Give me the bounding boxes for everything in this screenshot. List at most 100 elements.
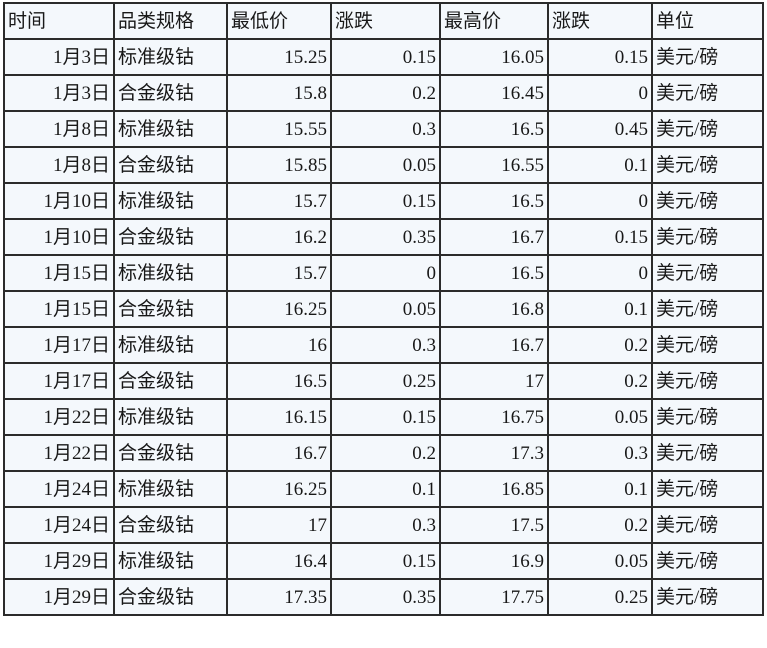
cell-high-price: 17: [439, 362, 549, 400]
cell-high-change: 0.3: [547, 434, 653, 472]
cell-spec: 合金级钴: [113, 362, 228, 400]
cell-time: 1月29日: [3, 578, 115, 616]
cell-high-price: 17.75: [439, 578, 549, 616]
cell-low-change: 0.05: [330, 146, 441, 184]
cell-time: 1月8日: [3, 110, 115, 148]
cell-unit: 美元/磅: [651, 254, 764, 292]
cell-spec: 合金级钴: [113, 146, 228, 184]
table-row: 1月17日 合金级钴 16.5 0.25 17 0.2 美元/磅: [3, 362, 764, 400]
cell-spec: 标准级钴: [113, 398, 228, 436]
cell-high-price: 16.7: [439, 218, 549, 256]
cell-low-price: 15.7: [226, 254, 332, 292]
cell-spec: 标准级钴: [113, 470, 228, 508]
cell-high-price: 16.9: [439, 542, 549, 580]
cell-high-change: 0.1: [547, 146, 653, 184]
cell-high-price: 16.5: [439, 110, 549, 148]
cell-high-change: 0: [547, 182, 653, 220]
price-table-container: 时间 品类规格 最低价 涨跌 最高价 涨跌 单位 1月3日 标准级钴 15.25…: [3, 2, 764, 616]
cell-high-price: 16.7: [439, 326, 549, 364]
cell-high-change: 0.15: [547, 38, 653, 76]
column-header-spec: 品类规格: [113, 2, 228, 40]
cell-time: 1月22日: [3, 434, 115, 472]
cell-high-change: 0.05: [547, 542, 653, 580]
cell-spec: 合金级钴: [113, 434, 228, 472]
cell-low-price: 15.55: [226, 110, 332, 148]
cell-unit: 美元/磅: [651, 326, 764, 364]
cell-time: 1月17日: [3, 362, 115, 400]
cell-unit: 美元/磅: [651, 38, 764, 76]
table-body: 1月3日 标准级钴 15.25 0.15 16.05 0.15 美元/磅 1月3…: [3, 38, 764, 616]
cell-time: 1月3日: [3, 38, 115, 76]
table-row: 1月3日 合金级钴 15.8 0.2 16.45 0 美元/磅: [3, 74, 764, 112]
cell-unit: 美元/磅: [651, 74, 764, 112]
cell-high-change: 0.05: [547, 398, 653, 436]
cell-high-price: 16.05: [439, 38, 549, 76]
cell-low-price: 15.85: [226, 146, 332, 184]
header-row: 时间 品类规格 最低价 涨跌 最高价 涨跌 单位: [3, 2, 764, 40]
table-row: 1月8日 标准级钴 15.55 0.3 16.5 0.45 美元/磅: [3, 110, 764, 148]
cell-unit: 美元/磅: [651, 470, 764, 508]
cell-low-price: 16.4: [226, 542, 332, 580]
cell-high-change: 0.2: [547, 506, 653, 544]
cell-low-price: 15.25: [226, 38, 332, 76]
cell-low-change: 0.2: [330, 74, 441, 112]
cell-time: 1月3日: [3, 74, 115, 112]
cobalt-price-table: 时间 品类规格 最低价 涨跌 最高价 涨跌 单位 1月3日 标准级钴 15.25…: [3, 2, 764, 616]
cell-unit: 美元/磅: [651, 434, 764, 472]
cell-low-price: 16: [226, 326, 332, 364]
column-header-low-price: 最低价: [226, 2, 332, 40]
cell-high-change: 0.1: [547, 290, 653, 328]
cell-low-change: 0.3: [330, 110, 441, 148]
cell-time: 1月15日: [3, 254, 115, 292]
cell-low-price: 16.25: [226, 470, 332, 508]
cell-low-price: 17: [226, 506, 332, 544]
cell-high-price: 17.3: [439, 434, 549, 472]
cell-low-change: 0.3: [330, 506, 441, 544]
table-row: 1月15日 标准级钴 15.7 0 16.5 0 美元/磅: [3, 254, 764, 292]
cell-spec: 标准级钴: [113, 110, 228, 148]
cell-spec: 合金级钴: [113, 74, 228, 112]
cell-unit: 美元/磅: [651, 362, 764, 400]
cell-unit: 美元/磅: [651, 218, 764, 256]
cell-high-price: 16.55: [439, 146, 549, 184]
cell-spec: 标准级钴: [113, 38, 228, 76]
cell-high-price: 17.5: [439, 506, 549, 544]
cell-low-price: 16.15: [226, 398, 332, 436]
cell-spec: 合金级钴: [113, 290, 228, 328]
cell-spec: 合金级钴: [113, 218, 228, 256]
column-header-low-change: 涨跌: [330, 2, 441, 40]
cell-low-price: 16.5: [226, 362, 332, 400]
cell-low-price: 16.2: [226, 218, 332, 256]
cell-unit: 美元/磅: [651, 542, 764, 580]
table-row: 1月17日 标准级钴 16 0.3 16.7 0.2 美元/磅: [3, 326, 764, 364]
cell-high-change: 0: [547, 74, 653, 112]
cell-high-change: 0.45: [547, 110, 653, 148]
column-header-high-change: 涨跌: [547, 2, 653, 40]
cell-spec: 标准级钴: [113, 182, 228, 220]
cell-low-change: 0.1: [330, 470, 441, 508]
cell-high-change: 0.15: [547, 218, 653, 256]
cell-low-price: 16.25: [226, 290, 332, 328]
cell-low-change: 0.25: [330, 362, 441, 400]
cell-high-price: 16.5: [439, 182, 549, 220]
cell-spec: 标准级钴: [113, 326, 228, 364]
cell-time: 1月15日: [3, 290, 115, 328]
cell-time: 1月24日: [3, 506, 115, 544]
column-header-high-price: 最高价: [439, 2, 549, 40]
cell-unit: 美元/磅: [651, 506, 764, 544]
table-row: 1月22日 标准级钴 16.15 0.15 16.75 0.05 美元/磅: [3, 398, 764, 436]
cell-low-change: 0.15: [330, 398, 441, 436]
cell-time: 1月17日: [3, 326, 115, 364]
cell-low-change: 0.05: [330, 290, 441, 328]
cell-unit: 美元/磅: [651, 398, 764, 436]
cell-low-price: 16.7: [226, 434, 332, 472]
cell-unit: 美元/磅: [651, 578, 764, 616]
cell-low-change: 0.15: [330, 38, 441, 76]
cell-high-price: 16.75: [439, 398, 549, 436]
cell-high-price: 16.8: [439, 290, 549, 328]
cell-high-change: 0.25: [547, 578, 653, 616]
cell-low-change: 0.2: [330, 434, 441, 472]
cell-low-price: 15.8: [226, 74, 332, 112]
cell-time: 1月8日: [3, 146, 115, 184]
cell-high-price: 16.85: [439, 470, 549, 508]
